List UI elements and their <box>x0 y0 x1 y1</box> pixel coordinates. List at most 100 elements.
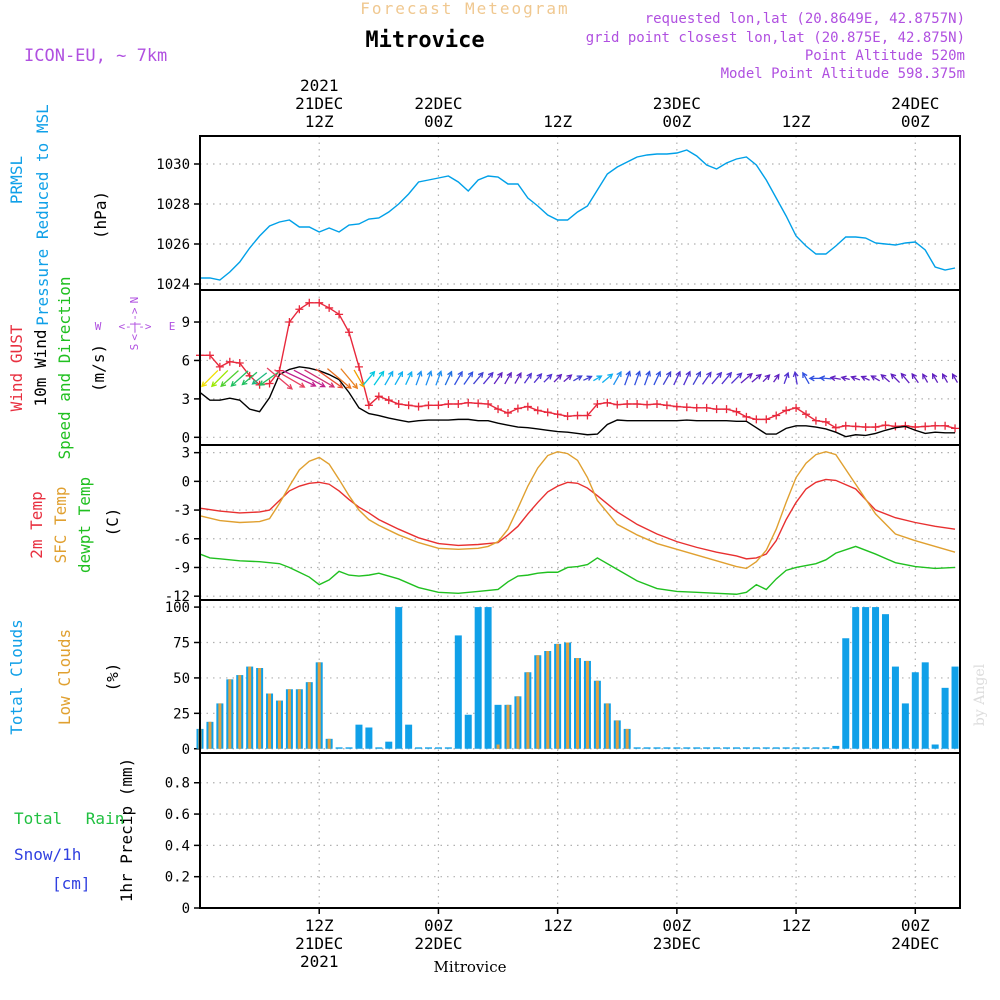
compass-arrow-horizontal: <-|-> <box>118 320 151 333</box>
wind-arrow <box>405 370 413 386</box>
temp-dewpt-label: dewpt Temp <box>75 477 94 573</box>
gust-marker <box>215 362 224 371</box>
wind-arrow-shaft <box>230 370 249 387</box>
gust-marker <box>295 305 304 314</box>
gust-marker <box>603 398 612 407</box>
wind-arrow <box>258 371 280 386</box>
wind-gust-label: Wind GUST <box>7 324 26 411</box>
wind-arrow <box>553 373 563 383</box>
wind-arrow <box>941 372 949 383</box>
wind-arrow <box>340 368 359 390</box>
total-clouds-label: Total Clouds <box>7 619 26 735</box>
wind-arrow-head <box>716 371 723 378</box>
bar-total-clouds <box>732 747 740 749</box>
wind-arrow-shaft <box>473 372 484 385</box>
wind-arrow <box>860 375 870 381</box>
bar-total-clouds <box>405 724 413 749</box>
wind-arrow <box>293 369 326 388</box>
y-tick-label: -12 <box>165 589 190 605</box>
gust-marker <box>354 362 363 371</box>
wind-arrow-shaft <box>783 372 789 385</box>
wind-arrow-shaft <box>259 371 280 386</box>
wind-arrow <box>701 371 712 385</box>
wind-arrow <box>362 370 376 386</box>
wind-arrow-shaft <box>282 370 316 387</box>
wind-arrow-shaft <box>673 371 681 386</box>
y-tick-label: 0 <box>182 742 190 758</box>
wind-arrow-head <box>201 381 207 388</box>
bar-low-clouds <box>496 744 500 749</box>
wind-arrow-head <box>310 381 317 387</box>
gust-marker <box>573 411 582 420</box>
wind-arrow-head <box>220 381 227 388</box>
wind-arrow-head <box>328 382 336 388</box>
wind-arrow-shaft <box>266 367 293 390</box>
bottom-time-label: 22DEC <box>414 934 462 953</box>
gust-marker <box>861 423 870 432</box>
wind-arrow-shaft <box>211 369 229 387</box>
wind-arrow-head <box>241 379 248 386</box>
wind-arrow-shaft <box>405 371 413 386</box>
bar-total-clouds <box>474 607 482 749</box>
wind-arrow-head <box>746 372 753 379</box>
wind-arrow-shaft <box>701 372 712 385</box>
gust-marker <box>494 405 503 414</box>
bar-low-clouds <box>625 728 629 749</box>
wind-arrow-head <box>890 373 897 380</box>
wind-arrow-head <box>345 383 352 390</box>
bar-total-clouds <box>802 747 810 749</box>
gust-marker <box>474 399 483 408</box>
top-time-label: 00Z <box>662 112 691 131</box>
wind-arrow-head <box>645 370 651 377</box>
header-requested: requested lon,lat (20.8649E, 42.8757N) <box>645 11 965 27</box>
gust-marker <box>533 406 542 415</box>
bar-total-clouds <box>355 724 363 749</box>
bottom-time-label: 12Z <box>543 916 572 935</box>
bar-low-clouds <box>297 689 301 749</box>
bar-low-clouds <box>238 675 242 749</box>
wind-arrow-shaft <box>274 369 305 388</box>
bar-total-clouds <box>742 747 750 749</box>
wind-arrow <box>230 370 249 387</box>
gust-marker <box>802 410 811 419</box>
bar-low-clouds <box>287 689 291 749</box>
wind-arrow-shaft <box>326 368 352 389</box>
top-time-label: 00Z <box>901 112 930 131</box>
bar-low-clouds <box>506 704 510 749</box>
panel-frame <box>199 289 961 446</box>
wind-arrow-shaft <box>353 369 365 388</box>
series-line-dewpt-temp <box>199 545 956 595</box>
gust-marker <box>831 423 840 432</box>
bar-total-clouds <box>832 745 840 749</box>
snow-unit-label: [cm] <box>52 874 91 893</box>
wind-arrow-shaft <box>721 372 732 385</box>
wind-arrow <box>435 370 443 386</box>
wind-arrow-shaft <box>841 376 850 381</box>
wind-arrow-head <box>378 370 385 377</box>
grid <box>200 136 960 290</box>
bottom-time-label: 12Z <box>782 916 811 935</box>
gust-marker <box>205 351 214 360</box>
wind-arrow-shaft <box>252 372 268 385</box>
wind-arrow-head <box>337 382 344 389</box>
wind-arrow-head <box>397 370 404 378</box>
bar-low-clouds <box>327 738 331 749</box>
wind-arrow <box>829 375 841 382</box>
wind-arrow-shaft <box>711 372 722 385</box>
y-tick-label: 3 <box>182 392 190 408</box>
wind-arrow-head <box>802 371 808 378</box>
wind-arrow-shaft <box>692 371 701 385</box>
gust-marker <box>364 401 373 410</box>
wind-arrow-head <box>536 373 543 380</box>
gust-marker <box>454 400 463 409</box>
series-line-10m-wind <box>199 366 956 438</box>
gust-marker <box>772 411 781 420</box>
header-model-altitude: Model Point Altitude 598.375m <box>721 66 965 82</box>
wind-arrow-head <box>369 370 376 377</box>
wind-arrow-head <box>251 379 258 385</box>
series-line-prmsl <box>200 149 956 281</box>
panel-frame <box>199 444 961 601</box>
bar-total-clouds <box>723 747 731 749</box>
y-tick-label: 1026 <box>156 237 190 253</box>
gust-marker <box>414 402 423 411</box>
